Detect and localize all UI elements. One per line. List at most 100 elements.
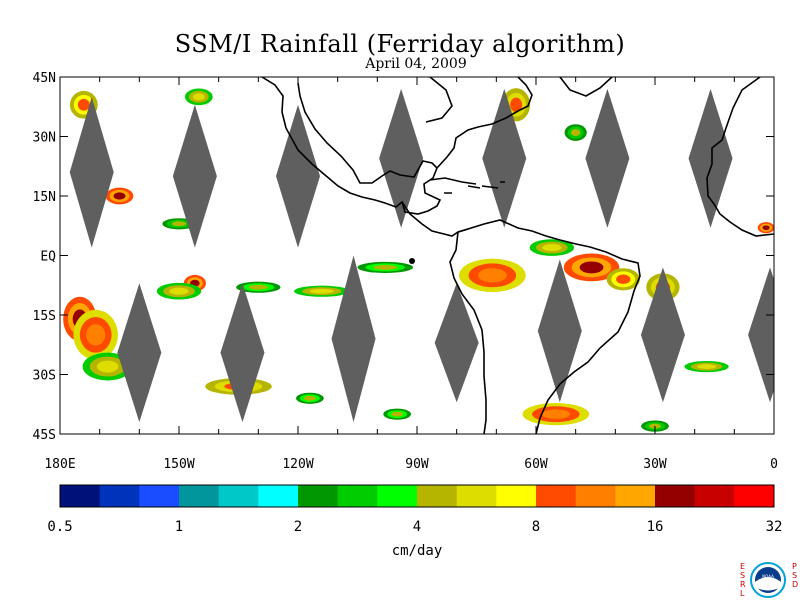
rain-cell xyxy=(697,364,717,369)
colorbar-swatch xyxy=(417,485,458,507)
lat-label: 30N xyxy=(33,131,56,146)
lon-label: 120W xyxy=(282,457,313,472)
lon-label: 0 xyxy=(770,457,778,472)
lon-label: 150W xyxy=(163,457,194,472)
colorbar-tick-label: 2 xyxy=(294,519,302,535)
colorbar-tick-label: 4 xyxy=(413,519,421,535)
colorbar-tick-label: 8 xyxy=(532,519,540,535)
colorbar-tick-label: 32 xyxy=(766,519,783,535)
colorbar-swatch xyxy=(99,485,140,507)
logo-letter-p: P xyxy=(792,562,797,571)
colorbar-tick-label: 16 xyxy=(647,519,664,535)
rain-cell xyxy=(86,324,106,346)
colorbar-swatch xyxy=(694,485,735,507)
coastline-layer xyxy=(261,77,774,434)
colorbar-swatch xyxy=(615,485,656,507)
lat-label: 45N xyxy=(33,71,56,86)
lat-label: 30S xyxy=(33,369,56,384)
colorbar-swatch xyxy=(377,485,418,507)
swath-gap xyxy=(748,267,774,403)
colorbar-swatch xyxy=(337,485,378,507)
map-axes: 45N 30N 15N EQ 15S 30S 45S 180E 150W 120W 90W 60W 30… xyxy=(33,71,778,472)
rain-cell xyxy=(171,221,187,227)
logo-letter-l: L xyxy=(740,589,745,598)
colorbar-swatch xyxy=(496,485,537,507)
lat-label: 15S xyxy=(33,309,56,324)
rain-cell xyxy=(309,288,334,294)
lon-label: 90W xyxy=(405,457,429,472)
logo-letter-d: D xyxy=(792,580,798,589)
swath-gap-layer xyxy=(69,88,774,423)
swath-gap xyxy=(69,96,114,248)
lat-label: 45S xyxy=(33,428,56,443)
rain-cell xyxy=(579,261,604,274)
colorbar-swatch xyxy=(298,485,339,507)
noaa-esrl-psd-logo: E S R L P S D NOAA xyxy=(740,562,798,598)
hudson-greenland-coast xyxy=(425,77,613,123)
colorbar-tick-label: 1 xyxy=(175,519,183,535)
colorbar-tick-label: 0.5 xyxy=(47,519,72,535)
logo-letter-s: S xyxy=(740,571,745,580)
swath-gap xyxy=(688,88,733,228)
rain-cell xyxy=(762,225,770,231)
colorbar-swatch xyxy=(655,485,696,507)
colorbar-swatch xyxy=(734,485,775,507)
swath-gap xyxy=(220,283,265,423)
swath-gap xyxy=(537,259,582,403)
map-plot-area xyxy=(63,77,774,434)
rain-cell xyxy=(478,268,507,283)
colorbar-swatch xyxy=(456,485,497,507)
logo-letter-e: E xyxy=(740,562,745,571)
colorbar-swatch xyxy=(139,485,180,507)
rain-cell xyxy=(616,274,631,285)
swath-gap xyxy=(172,104,217,248)
rain-cell xyxy=(248,284,268,290)
colorbar-swatch xyxy=(575,485,616,507)
lon-label: 180E xyxy=(44,457,75,472)
noaa-text: NOAA xyxy=(762,574,774,579)
lon-label: 60W xyxy=(524,457,548,472)
rain-cell xyxy=(96,360,119,373)
galapagos-marker xyxy=(409,258,415,264)
swath-gap xyxy=(379,88,424,228)
map-title: SSM/I Rainfall (Ferriday algorithm) xyxy=(174,30,626,58)
lat-label: EQ xyxy=(40,250,56,265)
colorbar-swatch xyxy=(536,485,577,507)
rain-cell xyxy=(192,93,205,101)
colorbar-swatch xyxy=(258,485,299,507)
rain-cell xyxy=(113,192,126,200)
caribbean-islands xyxy=(429,177,505,194)
swath-gap xyxy=(117,283,162,423)
rain-cell xyxy=(373,265,398,270)
rain-cell xyxy=(303,395,316,401)
colorbar-swatch xyxy=(218,485,259,507)
lon-label: 30W xyxy=(643,457,667,472)
colorbar: 0.5 1 2 4 8 16 32 xyxy=(47,484,783,535)
swath-gap xyxy=(585,88,630,228)
colorbar-swatch xyxy=(60,485,101,507)
rain-cell xyxy=(77,98,90,111)
north-america-coast xyxy=(261,77,533,215)
central-america-coast xyxy=(401,201,469,237)
swath-gap xyxy=(276,104,320,248)
logo-letter-s2: S xyxy=(792,571,797,580)
swath-gap xyxy=(434,283,479,403)
colorbar-unit: cm/day xyxy=(392,543,443,559)
europe-africa-coast xyxy=(706,77,774,237)
rain-layer xyxy=(63,88,774,432)
rain-cell xyxy=(541,409,571,419)
rain-cell xyxy=(391,411,404,417)
lat-label: 15N xyxy=(33,190,56,205)
noaa-bird-icon xyxy=(755,577,781,591)
map-date: April 04, 2009 xyxy=(365,56,467,72)
colorbar-swatch xyxy=(179,485,220,507)
logo-letter-r: R xyxy=(740,580,746,589)
swath-gap xyxy=(640,267,685,403)
rain-cell xyxy=(169,287,189,295)
colorbar-frame xyxy=(59,484,775,508)
rain-cell xyxy=(570,128,581,137)
rain-cell xyxy=(542,243,562,252)
rain-cell xyxy=(510,97,523,112)
south-america-coast xyxy=(449,219,641,434)
